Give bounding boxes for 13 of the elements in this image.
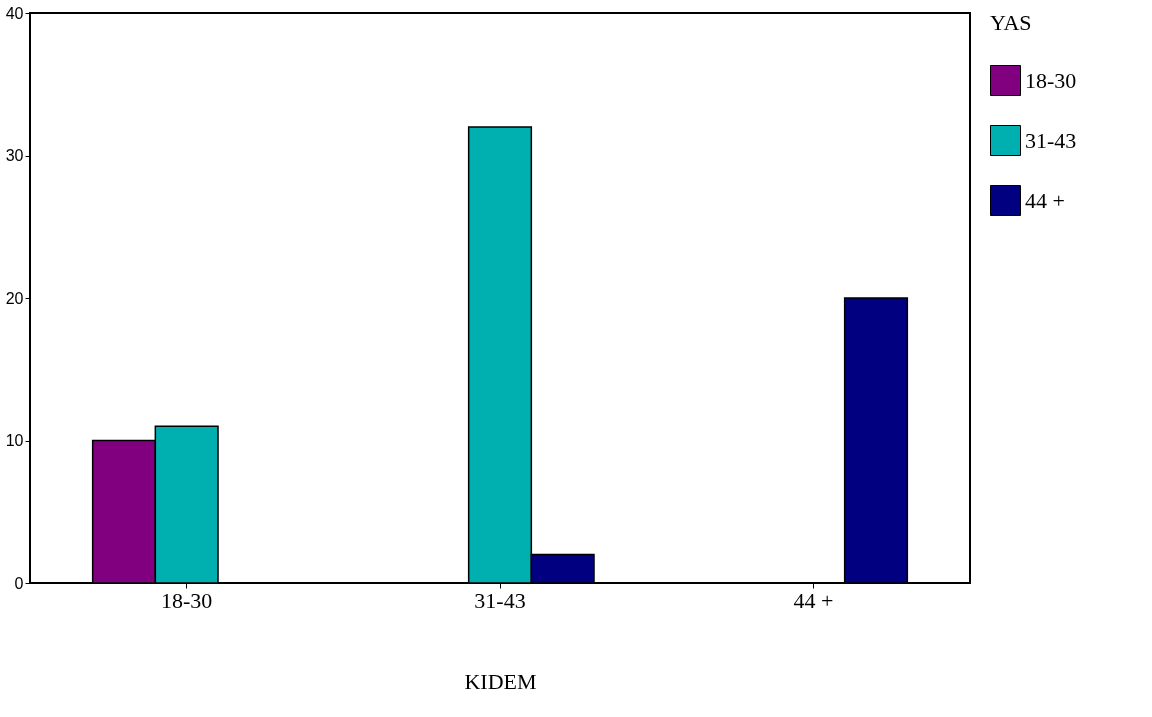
legend-label: 18-30 — [1025, 67, 1077, 93]
legend-label: 31-43 — [1025, 127, 1077, 153]
x-tick-label: 18-30 — [161, 587, 213, 613]
y-tick-label: 30 — [5, 147, 24, 164]
y-tick-label: 10 — [5, 432, 24, 449]
y-tick-label: 20 — [5, 289, 24, 307]
x-tick-label: 31-43 — [474, 587, 526, 613]
y-tick-label: 0 — [14, 574, 24, 592]
legend-title: YAS — [990, 10, 1032, 35]
legend-label: 44 + — [1025, 187, 1065, 213]
y-tick-label: 40 — [5, 4, 24, 22]
x-axis-title: KIDEM — [464, 668, 537, 694]
x-tick-label: 44 + — [793, 587, 834, 613]
